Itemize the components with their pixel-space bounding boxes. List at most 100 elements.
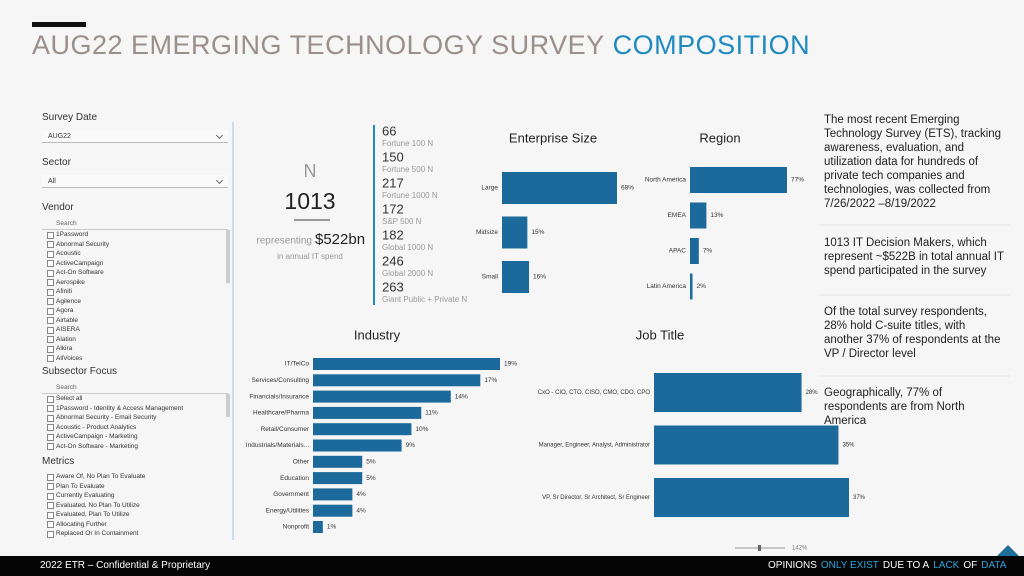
- checkbox-item[interactable]: Evaluated, No Plan To Utilize: [44, 501, 140, 510]
- checkbox-item[interactable]: Afiniti: [44, 287, 72, 296]
- checkbox-item[interactable]: 1Password: [44, 230, 88, 239]
- value-label: 5%: [366, 459, 376, 466]
- category-label: Latin America: [647, 283, 687, 290]
- stat-label: Fortune 500 N: [382, 165, 433, 174]
- checkbox-item[interactable]: Agilence: [44, 297, 81, 306]
- dropdown[interactable]: AUG22: [42, 130, 228, 143]
- kpi-suffix: in annual IT spend: [277, 252, 343, 261]
- checkbox-item[interactable]: Evaluated, Plan To Utilize: [44, 510, 130, 519]
- category-label: North America: [645, 177, 687, 184]
- chart-title: Job Title: [636, 327, 684, 342]
- checkbox-item[interactable]: Replaced Or In Containment: [44, 529, 138, 538]
- checkbox-item[interactable]: Airtable: [44, 316, 78, 325]
- checkbox-item[interactable]: Aware Of, No Plan To Evaluate: [44, 472, 145, 481]
- search-box[interactable]: Search: [42, 382, 228, 394]
- value-label: 14%: [455, 393, 468, 400]
- filter-label: Sector: [42, 157, 71, 168]
- title-highlight: COMPOSITION: [612, 30, 811, 60]
- bar: [690, 167, 787, 193]
- bar: [313, 504, 353, 517]
- checkbox-item[interactable]: Act-On Software: [44, 268, 104, 277]
- bar: [313, 390, 451, 403]
- search-box[interactable]: Search: [42, 218, 228, 230]
- footer-left: 2022 ETR – Confidential & Proprietary: [40, 560, 211, 571]
- value-label: 28%: [806, 390, 819, 396]
- scrollbar: [226, 394, 230, 417]
- bar: [690, 273, 693, 300]
- value-label: 5%: [366, 475, 376, 482]
- tagline-word: DUE TO A: [882, 560, 930, 571]
- category-label: CxO - CIO, CTO, CISO, CMO, CDO, CPO: [538, 390, 651, 396]
- checkbox-item[interactable]: ActiveCampaign: [44, 259, 103, 268]
- value-label: 37%: [853, 495, 866, 501]
- category-label: Industrials/Materials...: [246, 442, 309, 449]
- category-label: Retail/Consumer: [261, 426, 310, 433]
- bar: [313, 406, 422, 419]
- note: Of the total survey respondents, 28% hol…: [824, 306, 1001, 360]
- scrollbar: [226, 230, 230, 284]
- value-label: 16%: [533, 274, 546, 281]
- checkbox-item[interactable]: Acoustic: [44, 249, 81, 258]
- stat-value: 150: [382, 149, 404, 164]
- checkbox-item[interactable]: Acoustic - Product Analytics: [44, 423, 136, 432]
- bar: [313, 358, 500, 370]
- filter-label: Metrics: [42, 456, 75, 467]
- value-label: 19%: [504, 361, 517, 368]
- category-label: APAC: [669, 248, 687, 255]
- filter-label: Subsector Focus: [42, 366, 118, 377]
- chart-title: Industry: [354, 327, 401, 342]
- stat-label: Fortune 1000 N: [382, 191, 438, 200]
- checkbox-item[interactable]: Currently Evaluating: [44, 491, 115, 500]
- bar: [313, 455, 363, 468]
- category-label: Large: [481, 185, 498, 192]
- checkbox-item[interactable]: ActiveCampaign - Marketing: [44, 432, 138, 441]
- note: The most recent Emerging Technology Surv…: [824, 114, 1002, 210]
- stat-label: S&P 500 N: [382, 217, 422, 226]
- checkbox-item[interactable]: AISERA: [44, 325, 80, 334]
- checkbox-item[interactable]: Aerospike: [44, 278, 85, 287]
- tagline: OPINIONS ONLY EXIST DUE TO A LACK OF DATA: [768, 560, 1010, 571]
- category-label: Education: [280, 475, 309, 482]
- category-label: Financials/Insurance: [249, 393, 309, 400]
- kpi-prefix: representing: [256, 236, 312, 247]
- kpi-label: N: [304, 161, 317, 181]
- category-label: Healthcare/Pharma: [253, 410, 309, 417]
- bar: [654, 478, 849, 517]
- title-accent: [32, 22, 86, 27]
- bar: [690, 238, 699, 264]
- bar: [313, 488, 353, 501]
- bar: [502, 216, 528, 249]
- value-label: 9%: [406, 442, 416, 449]
- filter-label: Survey Date: [42, 112, 98, 123]
- checkbox-item[interactable]: Alation: [44, 335, 76, 344]
- checkbox-item[interactable]: Act-On Software - Marketing: [44, 442, 138, 451]
- checkbox-item[interactable]: Select all: [44, 394, 82, 403]
- note: 1013 IT Decision Makers, which represent…: [824, 237, 1004, 277]
- value-label: 13%: [710, 212, 723, 219]
- kpi-value: 1013: [284, 188, 335, 214]
- value-label: 15%: [531, 229, 544, 236]
- checkbox-item[interactable]: Allocating Further: [44, 520, 107, 529]
- stat-value: 263: [382, 279, 404, 294]
- checkbox-item[interactable]: AllVoices: [44, 354, 82, 363]
- stat-label: Giant Public + Private N: [382, 295, 467, 304]
- value-label: 4%: [356, 507, 366, 514]
- zoom-handle[interactable]: [758, 545, 761, 551]
- tagline-word: ONLY EXIST: [820, 560, 879, 571]
- checkbox-item[interactable]: Plan To Evaluate: [44, 482, 105, 491]
- checkbox-item[interactable]: Abnormal Security - Email Security: [44, 413, 156, 422]
- dropdown[interactable]: All: [42, 175, 228, 188]
- category-label: Midsize: [476, 229, 498, 236]
- checkbox-item[interactable]: 1Password - Identity & Access Management: [44, 404, 183, 413]
- checkbox-item[interactable]: Abnormal Security: [44, 240, 109, 249]
- category-label: Small: [482, 274, 499, 281]
- bar: [654, 373, 802, 412]
- chart-title: Region: [699, 130, 740, 145]
- note: Geographically, 77% of respondents are f…: [824, 387, 965, 427]
- value-label: 11%: [425, 410, 438, 417]
- chart-title: Enterprise Size: [509, 130, 597, 145]
- checkbox-item[interactable]: Alkira: [44, 344, 72, 353]
- category-label: EMEA: [668, 212, 687, 219]
- checkbox-item[interactable]: Agora: [44, 306, 73, 315]
